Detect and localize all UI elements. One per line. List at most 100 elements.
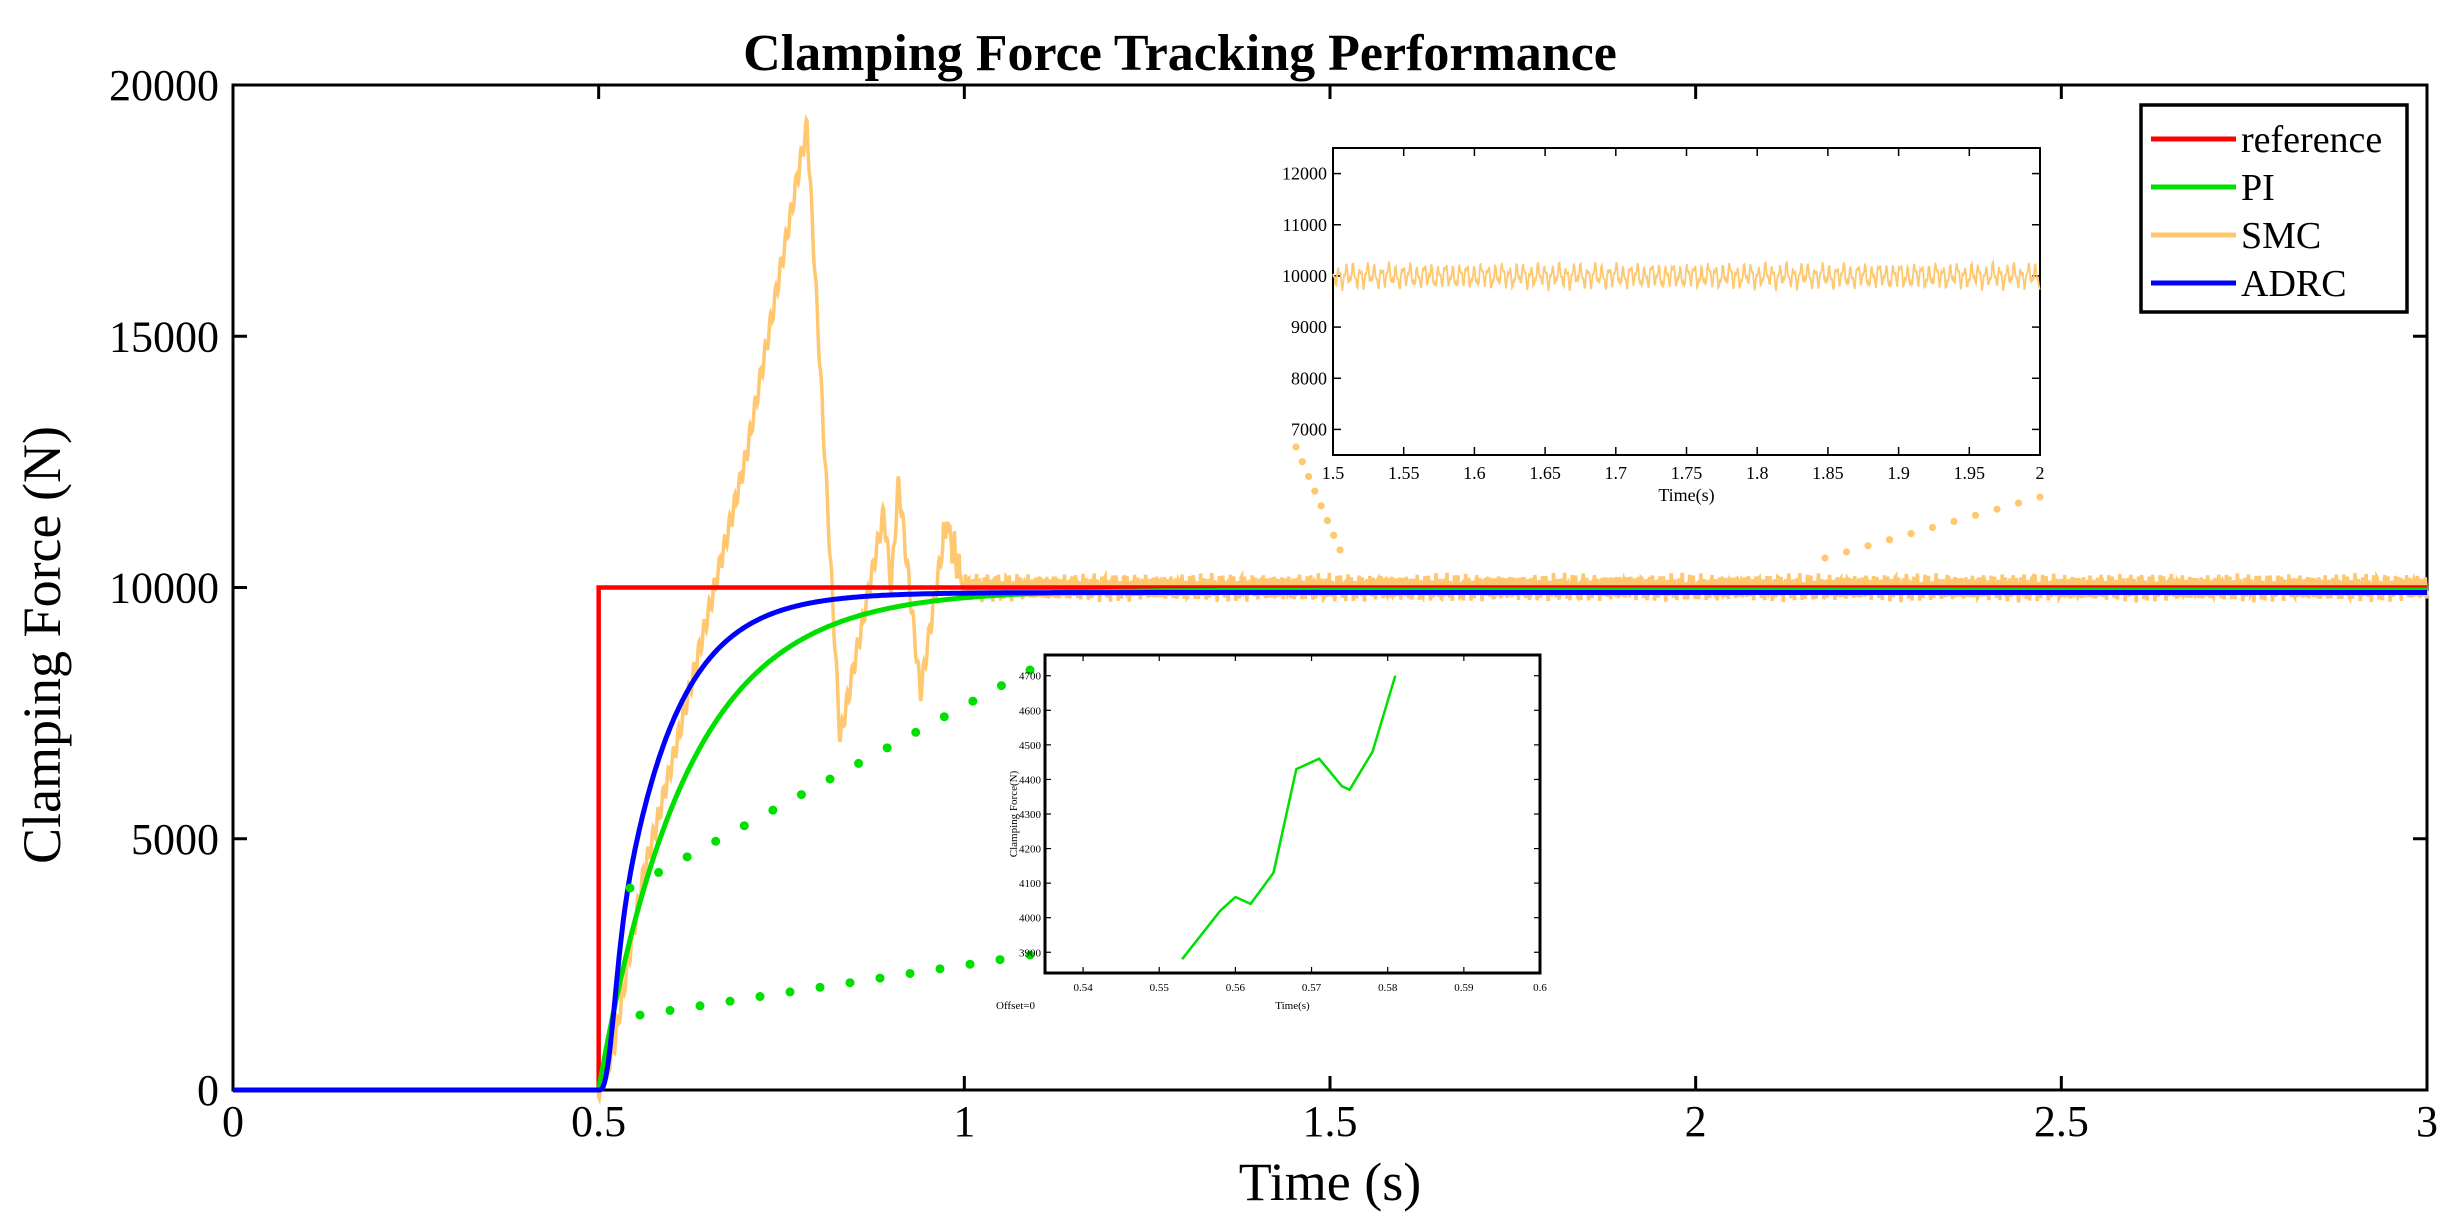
connector-dot [665, 1005, 675, 1015]
connector-dot [1292, 443, 1300, 451]
inset-x-tick-label: 1.95 [1954, 463, 1986, 483]
inset-offset-label: Offset=0 [996, 1000, 1035, 1012]
connector-dot [854, 758, 864, 768]
inset-x-tick-label: 0.54 [1073, 982, 1093, 994]
inset-y-tick-label: 11000 [1283, 215, 1327, 235]
inset-y-tick-label: 4200 [1019, 844, 1042, 856]
x-tick-label: 1.5 [1303, 1097, 1358, 1146]
inset-y-tick-label: 4000 [1019, 913, 1042, 925]
inset-x-tick-label: 0.58 [1378, 982, 1398, 994]
top-inset: 1.5 1.55 1.6 1.65 1.7 1.75 1.8 1.85 1.9 1.95 2 7000… [1282, 147, 2045, 562]
connector-dot [768, 805, 778, 815]
x-tick-label: 1 [953, 1097, 975, 1146]
bottom-inset-frame [1043, 653, 1542, 975]
connector-dot [739, 821, 749, 831]
y-tick-label: 20000 [109, 61, 219, 110]
connector-dot [654, 867, 664, 877]
connector-dot [725, 996, 735, 1006]
legend-label-smc: SMC [2241, 215, 2321, 257]
connector-dot [965, 959, 975, 969]
inset-y-tick-label: 4700 [1019, 671, 1042, 683]
x-tick-label: 2 [1685, 1097, 1707, 1146]
inset-y-tick-label: 9000 [1291, 317, 1327, 337]
x-tick-label: 0 [222, 1097, 244, 1146]
legend-label-adrc: ADRC [2241, 263, 2347, 305]
connector-dot [968, 696, 978, 706]
inset-pi-line [1181, 675, 1397, 960]
connector-dot [625, 883, 635, 893]
inset-x-tick-label: 1.65 [1529, 463, 1561, 483]
connector-dot [2036, 493, 2044, 501]
y-tick-label: 10000 [109, 564, 219, 613]
y-tick-label: 0 [197, 1066, 219, 1115]
y-axis-label: Clamping Force (N) [12, 426, 72, 864]
connector-dot [1928, 523, 1937, 532]
connector-dot [996, 681, 1006, 691]
inset-y-tick-label: 4100 [1019, 878, 1042, 890]
bottom-inset: 0.54 0.55 0.56 0.57 0.58 0.59 0.6 3900 4000 4100 4… [625, 653, 1547, 1020]
inset-y-tick-label: 4300 [1019, 809, 1042, 821]
inset-y-tick-label: 4600 [1019, 705, 1042, 717]
connector-dot [995, 955, 1005, 965]
connector-dot [1842, 548, 1851, 556]
inset-x-tick-label: 1.5 [1322, 463, 1345, 483]
legend-label-reference: reference [2241, 119, 2382, 161]
connector-dot [682, 852, 692, 862]
inset-x-tick-label: 1.8 [1746, 463, 1769, 483]
inset-y-tick-label: 4500 [1019, 740, 1042, 752]
connector-dot [1971, 511, 1980, 519]
connector-dot [815, 982, 825, 992]
connector-dot [785, 987, 795, 997]
inset-x-tick-label: 1.7 [1605, 463, 1628, 483]
connector-dot [755, 992, 765, 1002]
connector-dot [2014, 499, 2023, 507]
inset-smc-line [1332, 258, 2041, 292]
legend: reference PI SMC ADRC [2139, 103, 2409, 314]
inset-y-tick-label: 3900 [1019, 947, 1042, 959]
connector-dot [911, 727, 921, 737]
connector-dot [635, 1010, 645, 1020]
inset-y-tick-label: 7000 [1291, 419, 1327, 439]
inset-x-tick-label: 1.55 [1388, 463, 1420, 483]
inset-x-tick-label: 0.6 [1533, 982, 1547, 994]
connector-dot [1323, 516, 1332, 525]
connector-dot [1317, 502, 1325, 510]
x-tick-label: 2.5 [2034, 1097, 2089, 1146]
connector-dot [1311, 487, 1319, 495]
inset-y-tick-label: 8000 [1291, 368, 1327, 388]
inset-x-tick-label: 2 [2036, 463, 2045, 483]
connector-dot [935, 964, 945, 974]
inset-x-axis-label: Time(s) [1275, 1000, 1310, 1012]
inset-y-axis-label: Clamping Force(N) [1008, 770, 1020, 857]
y-tick-label: 5000 [131, 815, 219, 864]
inset-x-tick-label: 1.9 [1887, 463, 1910, 483]
connector-dot [1298, 458, 1306, 466]
connector-dot [1330, 531, 1338, 539]
inset-x-tick-label: 0.56 [1226, 982, 1246, 994]
inset-x-tick-label: 1.85 [1812, 463, 1844, 483]
series-adrc-line [233, 590, 2427, 1093]
inset-y-tick-label: 12000 [1282, 164, 1327, 184]
y-tick-label: 15000 [109, 312, 219, 361]
connector-dot [1304, 472, 1313, 481]
connector-dot [939, 712, 949, 722]
x-tick-label: 0.5 [571, 1097, 626, 1146]
connector-dot [825, 774, 835, 784]
inset-x-tick-label: 1.6 [1463, 463, 1486, 483]
connector-dot [1025, 950, 1035, 960]
inset-x-axis-label: Time(s) [1658, 485, 1714, 506]
legend-box [2139, 103, 2409, 314]
inset-y-tick-label: 4400 [1019, 774, 1042, 786]
connector-dot [1907, 530, 1915, 538]
connector-dot [882, 743, 892, 753]
connector-dot [1993, 505, 2001, 513]
connector-dot [1336, 546, 1344, 554]
legend-label-pi: PI [2241, 167, 2275, 209]
inset-x-tick-label: 0.55 [1150, 982, 1170, 994]
connector-dot [845, 978, 855, 988]
x-axis-label: Time (s) [1239, 1152, 1422, 1212]
connector-dot [711, 836, 721, 846]
connector-dot [796, 790, 806, 800]
connector-dot [905, 968, 915, 978]
